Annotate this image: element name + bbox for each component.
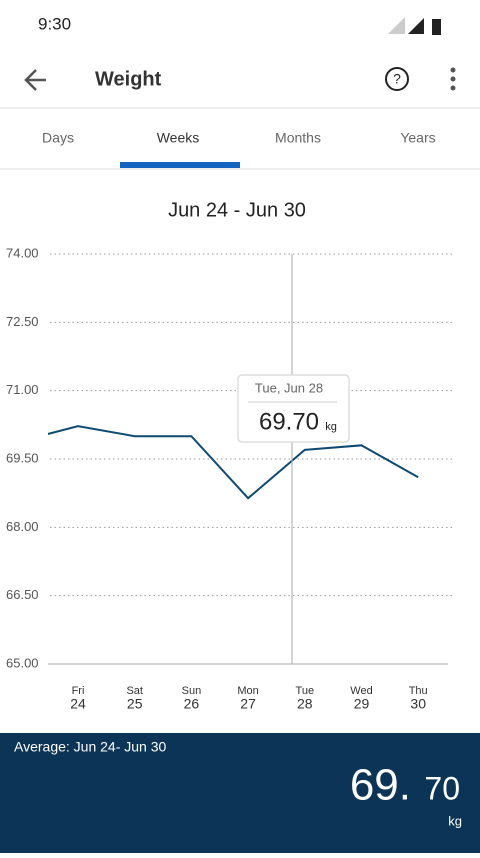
average-whole: 69. (350, 761, 411, 810)
tab[interactable]: Months (275, 130, 321, 146)
tooltip: Tue, Jun 28 69.70 kg (237, 374, 350, 443)
tab[interactable]: Days (42, 130, 74, 146)
tab[interactable]: Years (400, 130, 435, 146)
y-tick-label: 66.50 (6, 587, 39, 602)
x-tick-day: 29 (354, 696, 370, 712)
weight-line (48, 425, 419, 500)
tab-indicator (120, 162, 240, 168)
average-unit: kg (448, 813, 462, 828)
x-tick-day: 24 (70, 696, 86, 712)
y-tick-label: 68.00 (6, 519, 39, 534)
average-label: Average: Jun 24- Jun 30 (14, 739, 167, 755)
y-tick-label: 69.50 (6, 450, 39, 465)
x-tick-weekday: Wed (350, 685, 372, 697)
tooltip-unit: kg (325, 421, 337, 433)
x-tick-weekday: Mon (237, 685, 258, 697)
y-tick-label: 71.00 (6, 382, 39, 397)
x-tick-weekday: Sun (182, 685, 202, 697)
tooltip-date: Tue, Jun 28 (255, 380, 323, 395)
x-tick-day: 25 (127, 696, 143, 712)
app-title: Weight (95, 68, 162, 90)
back-button[interactable] (24, 69, 46, 91)
chart-title: Jun 24 - Jun 30 (168, 199, 306, 221)
y-tick-label: 74.00 (6, 245, 39, 260)
wifi-icon (388, 17, 405, 34)
x-tick-day: 28 (297, 696, 313, 712)
x-tick-weekday: Thu (409, 685, 428, 697)
status-time: 9:30 (38, 14, 71, 33)
tab[interactable]: Weeks (157, 130, 200, 146)
average-panel (0, 733, 480, 853)
svg-text:?: ? (393, 71, 401, 87)
x-tick-weekday: Fri (72, 685, 85, 697)
tooltip-value: 69.70 (259, 408, 319, 435)
x-tick-day: 27 (240, 696, 256, 712)
y-tick-label: 72.50 (6, 314, 39, 329)
x-tick-day: 30 (410, 696, 426, 712)
menu-button[interactable] (450, 67, 456, 91)
x-tick-day: 26 (184, 696, 200, 712)
battery-icon (432, 19, 441, 35)
average-fraction: 70 (424, 770, 460, 806)
signal-icon (408, 18, 424, 34)
x-tick-weekday: Sat (126, 685, 143, 697)
y-tick-label: 65.00 (6, 655, 39, 670)
x-tick-weekday: Tue (296, 685, 315, 697)
help-button[interactable]: ? (385, 67, 409, 91)
